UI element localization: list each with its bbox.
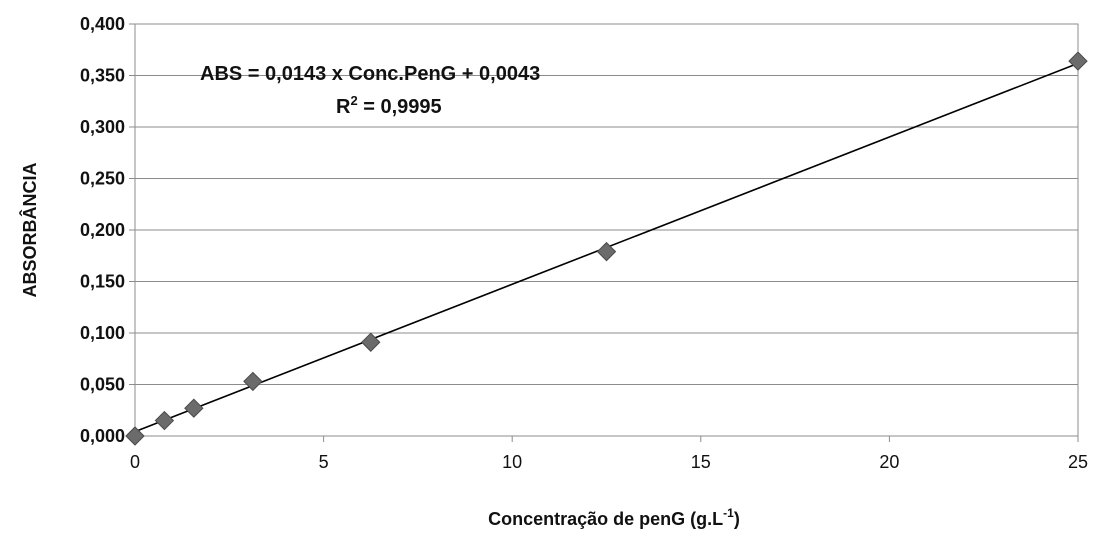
grid-lines bbox=[135, 75, 1078, 385]
data-point bbox=[596, 241, 617, 262]
data-point bbox=[1068, 51, 1088, 71]
y-tick-label: 0,250 bbox=[80, 169, 125, 189]
data-point bbox=[125, 426, 145, 446]
x-tick-label: 10 bbox=[502, 452, 522, 472]
y-tick-label: 0,150 bbox=[80, 272, 125, 292]
y-tick-label: 0,200 bbox=[80, 220, 125, 240]
x-tick-label: 0 bbox=[130, 452, 140, 472]
x-tick-label: 5 bbox=[319, 452, 329, 472]
y-tick-label: 0,000 bbox=[80, 426, 125, 446]
x-tick-label: 15 bbox=[691, 452, 711, 472]
y-tick-label: 0,350 bbox=[80, 66, 125, 86]
y-tick-label: 0,050 bbox=[80, 375, 125, 395]
data-point bbox=[361, 332, 381, 352]
data-point bbox=[184, 398, 204, 418]
x-axis-ticks: 0 5 10 15 20 25 bbox=[130, 436, 1088, 472]
x-axis-title: Concentração de penG (g.L-1) bbox=[488, 506, 740, 529]
y-tick-label: 0,300 bbox=[80, 117, 125, 137]
y-axis-ticks: 0,000 0,050 0,100 0,150 0,200 0,250 0,300 0,350… bbox=[80, 14, 135, 446]
data-point bbox=[154, 410, 175, 431]
data-point bbox=[243, 371, 263, 392]
y-tick-label: 0,400 bbox=[80, 14, 125, 34]
y-axis-title: ABSORBÂNCIA bbox=[19, 162, 40, 297]
y-tick-label: 0,100 bbox=[80, 323, 125, 343]
x-tick-label: 20 bbox=[879, 452, 899, 472]
r-squared-annotation: R2 = 0,9995 bbox=[336, 93, 442, 118]
equation-annotation: ABS = 0,0143 x Conc.PenG + 0,0043 bbox=[200, 63, 540, 85]
x-tick-label: 25 bbox=[1068, 452, 1088, 472]
data-points bbox=[125, 51, 1088, 446]
